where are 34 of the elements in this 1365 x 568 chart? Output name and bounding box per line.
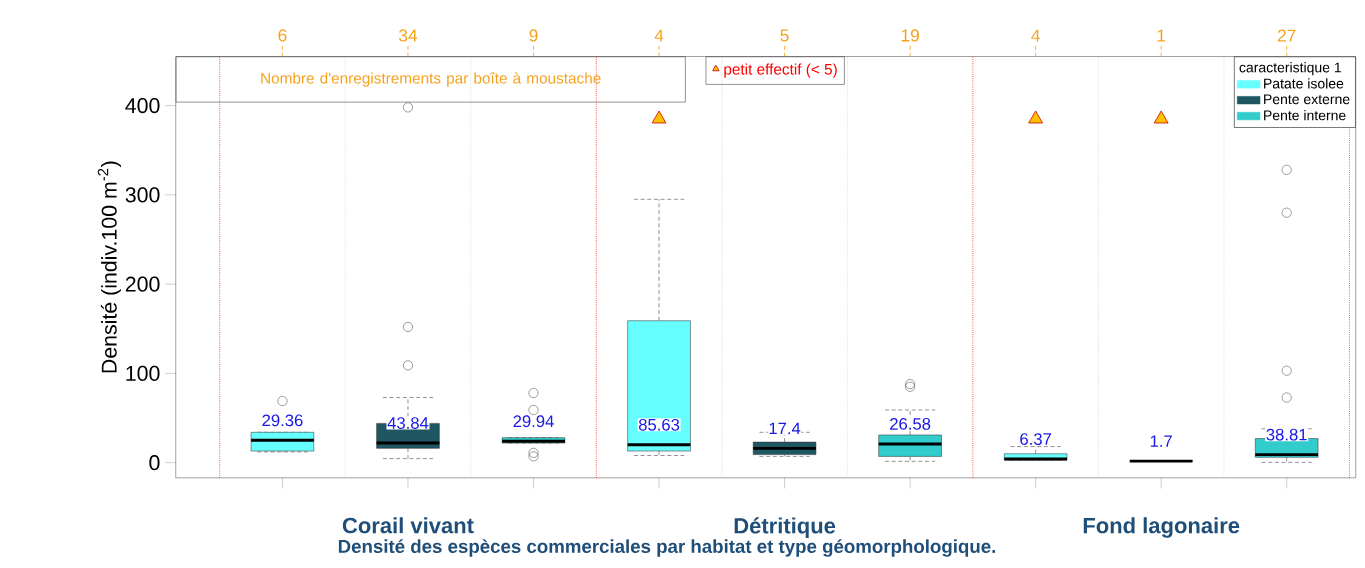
- text: 5: [780, 29, 789, 42]
- text: 1: [1157, 29, 1166, 42]
- legend-label: petit effectif (< 5): [724, 63, 837, 78]
- text: 38.81: [1266, 428, 1307, 441]
- y-tick-label: 100: [126, 365, 160, 381]
- text: 29.94: [513, 415, 554, 428]
- text: 19: [901, 29, 919, 42]
- text: 9: [529, 29, 538, 42]
- x-tick-label: Détritique: [734, 517, 836, 538]
- legend-label: Pente externe: [1264, 94, 1350, 105]
- text: 6.37: [1020, 433, 1051, 445]
- x-tick-label: Fond lagonaire: [1083, 517, 1240, 538]
- text: 1.7: [1150, 435, 1172, 447]
- legend-label: Patate isolee: [1264, 78, 1344, 89]
- text: 43.84: [387, 417, 429, 429]
- text: 4: [1031, 29, 1040, 42]
- text: 85.63: [638, 418, 680, 431]
- text: 29.36: [262, 414, 303, 427]
- legend-label: Pente interne: [1264, 110, 1346, 121]
- text: 26.58: [890, 418, 931, 430]
- x-tick-label: Corail vivant: [342, 517, 474, 534]
- text: 4: [654, 29, 664, 42]
- annotation: Nombre d'enregistrements par boîte à moustache: [261, 72, 601, 87]
- text: Densité des espèces commerciales par habitat et type géomorphologique.: [338, 539, 996, 557]
- y-tick-label: 300: [125, 187, 160, 203]
- y-tick-label: 200: [125, 276, 160, 292]
- text: 17.4: [769, 422, 801, 435]
- text: 27: [1277, 29, 1296, 42]
- y-tick-label: 0: [149, 455, 160, 471]
- text: 6: [278, 29, 287, 42]
- y-tick-label: 400: [125, 98, 160, 114]
- y-axis-title: Densité (indiv.100 m$^{-2}$): [97, 161, 121, 373]
- legend-title: caracteristique 1: [1239, 62, 1341, 76]
- text: 34: [399, 29, 418, 42]
